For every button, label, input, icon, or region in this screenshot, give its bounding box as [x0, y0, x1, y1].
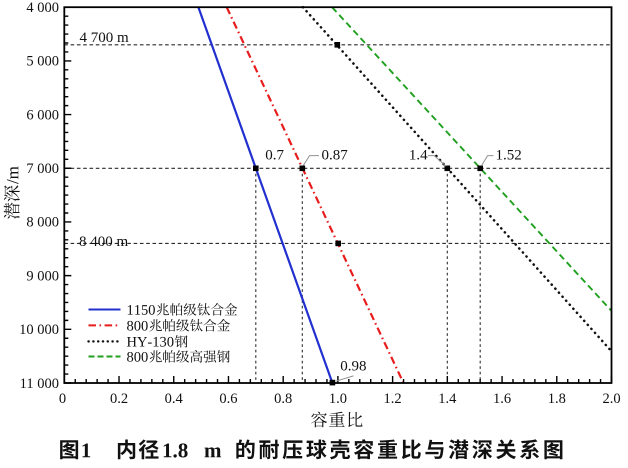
svg-text:1.4: 1.4	[438, 391, 457, 407]
svg-text:0.2: 0.2	[110, 391, 128, 407]
svg-text:1.4: 1.4	[409, 148, 428, 164]
svg-text:0: 0	[59, 391, 66, 407]
svg-text:0.87: 0.87	[322, 148, 349, 164]
svg-text:1.6: 1.6	[493, 391, 511, 407]
svg-text:1.8: 1.8	[548, 391, 566, 407]
svg-text:10 000: 10 000	[19, 322, 59, 338]
svg-text:2.0: 2.0	[602, 391, 620, 407]
svg-text:0.98: 0.98	[340, 359, 366, 375]
svg-text:9 000: 9 000	[26, 268, 59, 284]
svg-text:5 000: 5 000	[26, 54, 59, 70]
svg-text:6 000: 6 000	[26, 107, 59, 123]
svg-text:1.2: 1.2	[384, 391, 402, 407]
svg-text:1.0: 1.0	[329, 391, 347, 407]
svg-text:8 400 m: 8 400 m	[79, 234, 129, 250]
svg-text:7 000: 7 000	[26, 161, 59, 177]
svg-text:1.52: 1.52	[496, 148, 522, 164]
svg-text:0.4: 0.4	[165, 391, 184, 407]
svg-text:4 700 m: 4 700 m	[80, 30, 130, 46]
svg-text:0.7: 0.7	[265, 148, 284, 164]
svg-text:4 000: 4 000	[26, 0, 59, 16]
svg-text:0.6: 0.6	[219, 391, 237, 407]
svg-text:11 000: 11 000	[20, 376, 59, 392]
svg-text:8 000: 8 000	[26, 215, 59, 231]
svg-text:0.8: 0.8	[274, 391, 292, 407]
